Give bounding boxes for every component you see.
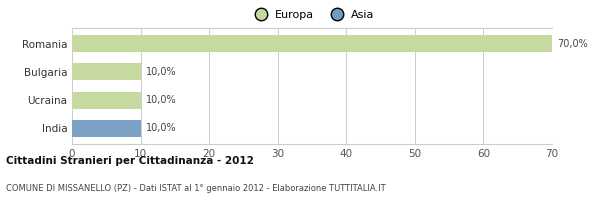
Text: Cittadini Stranieri per Cittadinanza - 2012: Cittadini Stranieri per Cittadinanza - 2… <box>6 156 254 166</box>
Bar <box>72 35 552 52</box>
Text: 10,0%: 10,0% <box>146 95 176 105</box>
Bar <box>72 92 140 109</box>
Bar <box>72 63 140 80</box>
Text: COMUNE DI MISSANELLO (PZ) - Dati ISTAT al 1° gennaio 2012 - Elaborazione TUTTITA: COMUNE DI MISSANELLO (PZ) - Dati ISTAT a… <box>6 184 386 193</box>
Bar <box>72 120 140 137</box>
Legend: Europa, Asia: Europa, Asia <box>250 10 374 20</box>
Text: 10,0%: 10,0% <box>146 67 176 77</box>
Text: 10,0%: 10,0% <box>146 123 176 133</box>
Text: 70,0%: 70,0% <box>557 39 588 49</box>
